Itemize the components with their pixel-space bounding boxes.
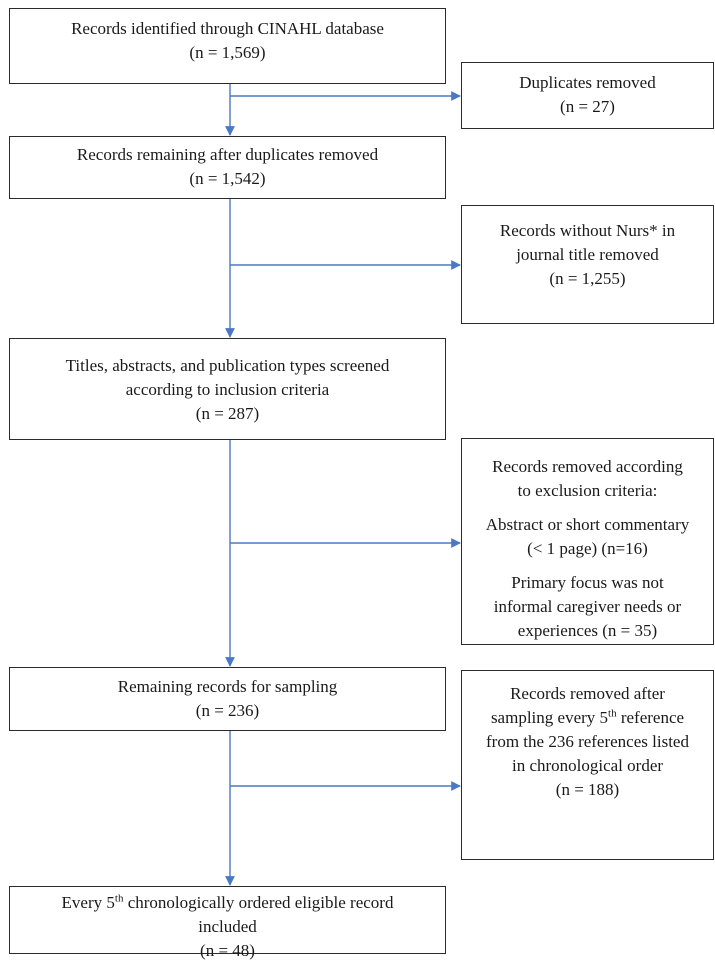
screened-label-2: according to inclusion criteria — [125, 380, 330, 399]
sampling-removed-label-2: sampling every 5th reference — [462, 706, 713, 730]
records-identified-count: (n = 1,569) — [189, 43, 266, 62]
records-remaining-box: Records remaining after duplicates remov… — [9, 136, 446, 199]
screened-count: (n = 287) — [195, 404, 260, 423]
exclusion-abstract-label: Abstract or short commentary — [485, 515, 690, 534]
records-identified-label: Records identified through CINAHL databa… — [71, 19, 384, 38]
records-identified-box: Records identified through CINAHL databa… — [9, 8, 446, 84]
records-remaining-count: (n = 1,542) — [189, 169, 266, 188]
exclusion-heading-2: to exclusion criteria: — [517, 481, 658, 500]
remaining-sampling-label: Remaining records for sampling — [117, 677, 338, 696]
included-label-2: included — [198, 917, 257, 936]
exclusion-abstract-count: (< 1 page) (n=16) — [527, 539, 648, 558]
sampling-removed-label-3: from the 236 references listed — [486, 732, 689, 751]
duplicates-removed-count: (n = 27) — [560, 97, 615, 116]
exclusion-removed-box: Records removed according to exclusion c… — [461, 438, 714, 645]
exclusion-focus-label-1: Primary focus was not — [511, 573, 664, 592]
screened-label-1: Titles, abstracts, and publication types… — [65, 356, 390, 375]
without-nurs-label-1: Records without Nurs* in — [499, 221, 676, 240]
sampling-removed-label-1: Records removed after — [510, 684, 665, 703]
sampling-removed-label-2-post: reference — [616, 708, 685, 727]
included-label-1-pre: Every 5 — [61, 893, 115, 912]
sampling-removed-label-4: in chronological order — [511, 756, 664, 775]
sampling-removed-box: Records removed after sampling every 5th… — [461, 670, 714, 860]
without-nurs-count: (n = 1,255) — [549, 269, 626, 288]
sampling-removed-label-2-pre: sampling every 5 — [490, 708, 609, 727]
included-count: (n = 48) — [200, 941, 255, 960]
screened-box: Titles, abstracts, and publication types… — [9, 338, 446, 440]
included-label-1-sup: th — [114, 892, 124, 905]
sampling-removed-label-2-sup: th — [608, 707, 617, 720]
included-label-1-post: chronologically ordered eligible record — [123, 893, 394, 912]
sampling-removed-count: (n = 188) — [555, 780, 620, 799]
duplicates-removed-label: Duplicates removed — [519, 73, 656, 92]
exclusion-focus-count: experiences (n = 35) — [517, 621, 658, 640]
records-remaining-label: Records remaining after duplicates remov… — [76, 145, 379, 164]
remaining-sampling-count: (n = 236) — [195, 701, 260, 720]
included-label-1: Every 5th chronologically ordered eligib… — [10, 891, 445, 915]
exclusion-focus-label-2: informal caregiver needs or — [493, 597, 682, 616]
included-box: Every 5th chronologically ordered eligib… — [9, 886, 446, 960]
duplicates-removed-box: Duplicates removed (n = 27) — [461, 62, 714, 129]
without-nurs-label-2: journal title removed — [516, 245, 659, 264]
remaining-for-sampling-box: Remaining records for sampling (n = 236) — [9, 667, 446, 731]
without-nurs-removed-box: Records without Nurs* in journal title r… — [461, 205, 714, 324]
exclusion-heading-1: Records removed according — [492, 457, 683, 476]
